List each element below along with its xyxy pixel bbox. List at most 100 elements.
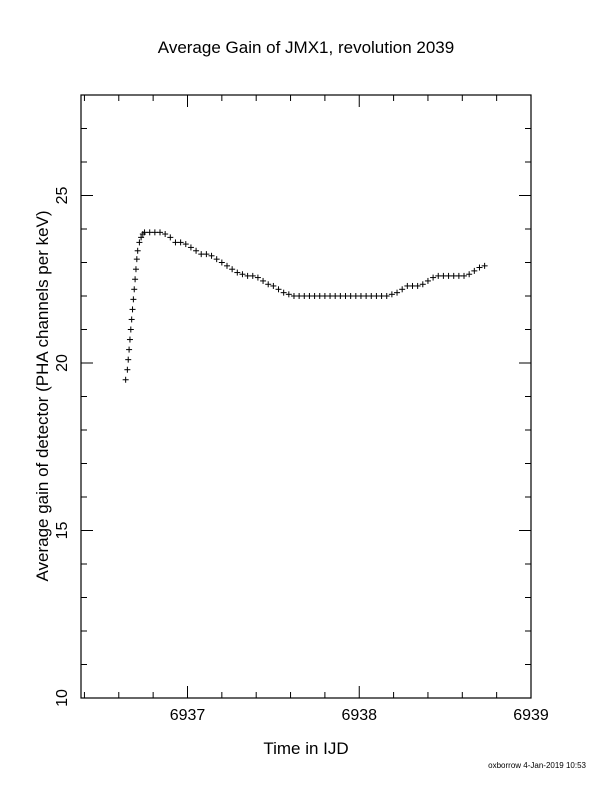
data-point <box>347 293 354 299</box>
data-point <box>203 251 210 258</box>
data-points <box>122 229 488 383</box>
data-point <box>311 293 318 299</box>
data-point <box>394 289 401 296</box>
data-point <box>280 289 287 296</box>
data-point <box>466 271 473 278</box>
data-point <box>124 366 131 373</box>
data-point <box>399 286 406 293</box>
data-point <box>440 272 447 279</box>
data-point <box>136 239 143 246</box>
data-point <box>126 346 133 353</box>
x-axis-label: Time in IJD <box>263 739 348 758</box>
data-point <box>172 239 179 246</box>
y-axis-label: Average gain of detector (PHA channels p… <box>33 210 52 581</box>
data-point <box>481 262 488 269</box>
data-point <box>260 277 267 284</box>
data-point <box>327 293 334 299</box>
data-point <box>223 262 230 269</box>
y-tick-label: 25 <box>54 187 71 205</box>
y-tick-label: 15 <box>54 522 71 540</box>
data-point <box>125 356 132 363</box>
data-point <box>130 296 137 303</box>
data-point <box>332 293 339 299</box>
data-point <box>129 306 136 313</box>
data-point <box>244 272 251 279</box>
data-point <box>132 276 139 283</box>
data-point <box>234 269 241 276</box>
y-tick-label: 20 <box>54 354 71 372</box>
data-point <box>321 293 328 299</box>
x-tick-label: 6939 <box>513 707 549 724</box>
data-point <box>404 282 411 289</box>
data-point <box>213 256 220 263</box>
data-point <box>368 293 375 299</box>
data-point <box>373 293 380 299</box>
data-point <box>306 293 313 299</box>
data-point <box>357 293 364 299</box>
data-point <box>177 239 184 246</box>
data-point <box>296 293 303 299</box>
data-point <box>162 231 169 238</box>
data-point <box>337 293 344 299</box>
data-point <box>187 244 194 251</box>
data-point <box>352 293 359 299</box>
data-point <box>138 234 145 241</box>
data-point <box>414 282 421 289</box>
plot-frame <box>80 94 532 699</box>
data-point <box>471 267 478 274</box>
data-point <box>285 291 292 298</box>
data-point <box>363 293 370 299</box>
chart-title: Average Gain of JMX1, revolution 2039 <box>158 38 454 57</box>
data-point <box>265 281 272 288</box>
data-point <box>270 282 277 289</box>
data-point <box>316 293 323 299</box>
data-point <box>301 293 308 299</box>
data-point <box>128 316 135 323</box>
data-point <box>127 326 134 333</box>
data-point <box>383 293 390 299</box>
data-point <box>388 291 395 298</box>
y-axis-ticks: 10 15 20 25 <box>54 187 531 707</box>
data-point <box>182 241 189 248</box>
data-point <box>445 272 452 279</box>
data-point <box>218 259 225 266</box>
data-point <box>476 264 483 271</box>
data-point <box>157 229 164 236</box>
data-point <box>455 272 462 279</box>
data-point <box>254 274 261 281</box>
data-point <box>435 272 442 279</box>
data-point <box>275 286 282 293</box>
data-point <box>342 293 349 299</box>
data-point <box>208 252 215 259</box>
data-point <box>131 286 138 293</box>
footer-credit: oxborrow 4-Jan-2019 10:53 <box>488 761 586 770</box>
data-point <box>430 274 437 281</box>
data-point <box>132 266 139 273</box>
data-point <box>419 281 426 288</box>
data-point <box>409 282 416 289</box>
data-point <box>461 272 468 279</box>
data-point <box>239 271 246 278</box>
data-point <box>229 266 236 273</box>
x-minor-ticks <box>83 95 498 698</box>
x-axis-ticks: 6937 6938 6939 <box>170 95 549 724</box>
x-tick-label: 6937 <box>170 707 206 724</box>
data-point <box>424 277 431 284</box>
data-point <box>290 293 297 299</box>
data-point <box>141 229 148 236</box>
data-point <box>146 229 153 236</box>
data-point <box>450 272 457 279</box>
y-tick-label: 10 <box>54 689 71 707</box>
data-point <box>151 229 158 236</box>
data-point <box>249 272 256 279</box>
x-tick-label: 6938 <box>341 707 377 724</box>
data-point <box>193 247 200 254</box>
data-point <box>122 376 129 383</box>
data-point <box>378 293 385 299</box>
y-minor-ticks <box>81 128 531 665</box>
data-point <box>167 234 174 241</box>
data-point <box>126 336 133 343</box>
data-point <box>198 251 205 258</box>
data-point <box>133 256 140 263</box>
